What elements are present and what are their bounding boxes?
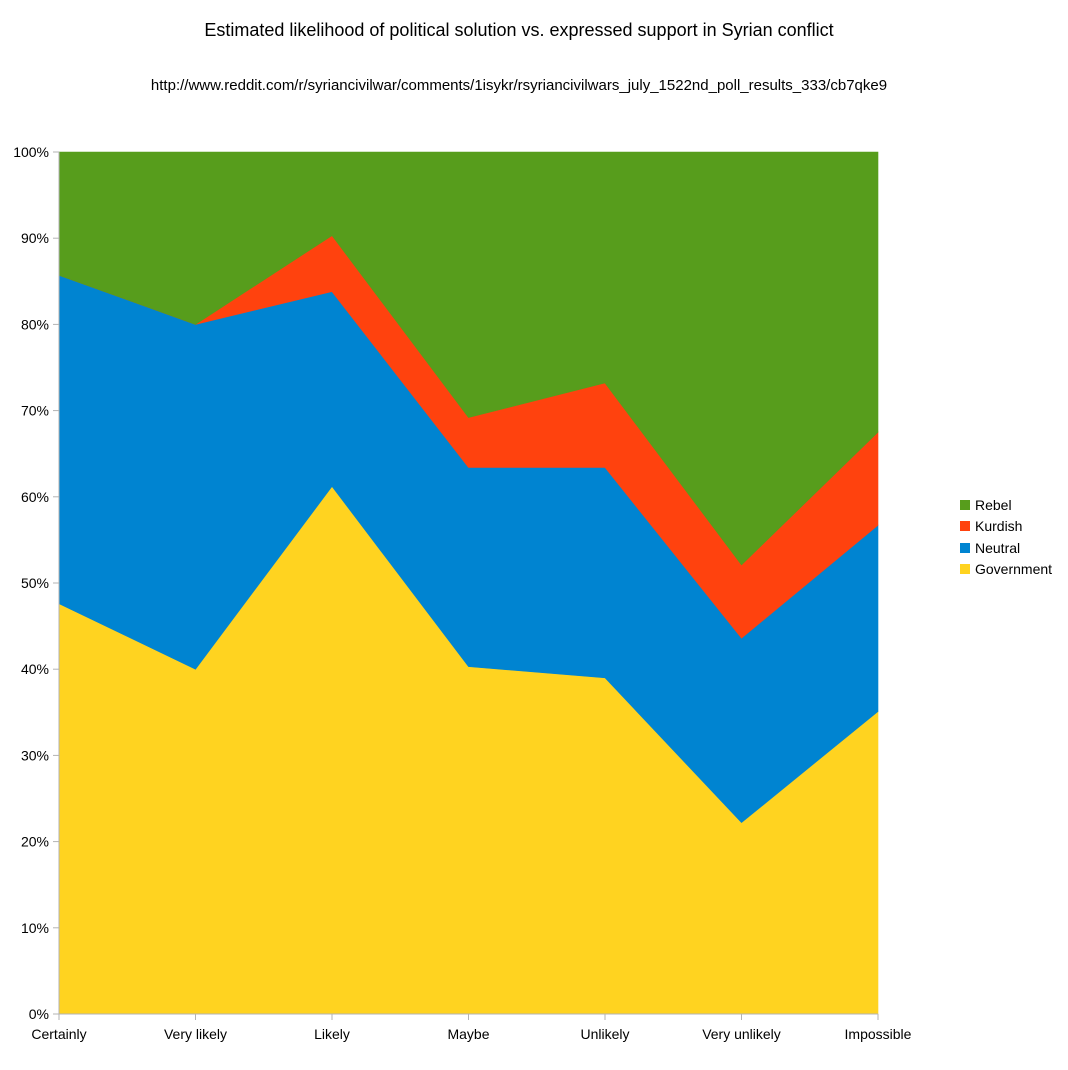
chart-title: Estimated likelihood of political soluti…	[204, 20, 834, 40]
legend-swatch	[960, 564, 970, 575]
legend-item-government: Government	[960, 559, 1052, 581]
legend-item-kurdish: Kurdish	[960, 516, 1052, 538]
area-rebel	[58, 151, 879, 566]
legend-label: Government	[975, 561, 1053, 578]
chart-subtitle: http://www.reddit.com/r/syriancivilwar/c…	[150, 77, 888, 94]
series-areas	[58, 151, 879, 1015]
legend: Rebel Kurdish Neutral Government	[960, 494, 1052, 580]
x-tick-label: Likely	[314, 1026, 350, 1042]
x-tick-label: Maybe	[447, 1026, 489, 1042]
y-tick-label: 30%	[21, 747, 49, 763]
x-tick-label: Very unlikely	[702, 1026, 781, 1042]
legend-swatch	[960, 499, 970, 510]
x-tick-label: Certainly	[31, 1026, 86, 1042]
axes: 0% 10% 20% 30% 40% 50% 60% 70% 80% 90% 100% Certain…	[13, 144, 911, 1042]
x-tick-label: Very likely	[164, 1026, 227, 1042]
y-tick-label: 100%	[13, 144, 49, 160]
y-tick-label: 20%	[21, 834, 49, 850]
y-tick-label: 40%	[21, 661, 49, 677]
y-tick-label: 70%	[21, 403, 49, 419]
y-tick-label: 10%	[21, 920, 49, 936]
legend-item-neutral: Neutral	[960, 537, 1052, 559]
legend-label: Kurdish	[975, 518, 1023, 535]
legend-swatch	[960, 542, 970, 553]
y-tick-label: 80%	[21, 316, 49, 332]
legend-item-rebel: Rebel	[960, 494, 1052, 516]
x-tick-label: Unlikely	[580, 1026, 629, 1042]
y-tick-label: 90%	[21, 230, 49, 246]
y-tick-label: 60%	[21, 489, 49, 505]
legend-label: Rebel	[975, 496, 1012, 513]
y-tick-label: 50%	[21, 575, 49, 591]
x-tick-label: Impossible	[845, 1026, 912, 1042]
legend-label: Neutral	[975, 539, 1021, 556]
y-tick-label: 0%	[29, 1006, 49, 1022]
legend-swatch	[960, 521, 970, 532]
